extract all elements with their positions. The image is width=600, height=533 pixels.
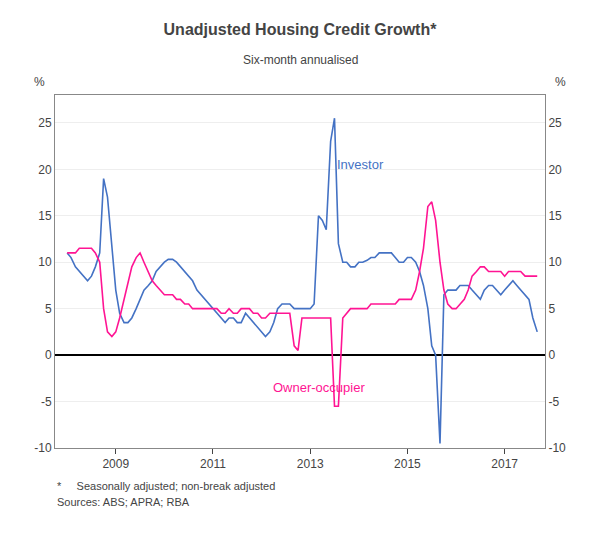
svg-text:%: % xyxy=(555,75,566,89)
svg-text:2009: 2009 xyxy=(102,457,129,471)
svg-text:Unadjusted Housing Credit Grow: Unadjusted Housing Credit Growth* xyxy=(164,21,438,38)
svg-text:Six-month annualised: Six-month annualised xyxy=(243,53,358,67)
svg-text:25: 25 xyxy=(548,116,562,130)
svg-text:15: 15 xyxy=(548,209,562,223)
svg-text:20: 20 xyxy=(38,163,52,177)
svg-text:25: 25 xyxy=(38,116,52,130)
svg-text:2013: 2013 xyxy=(297,457,324,471)
svg-text:5: 5 xyxy=(548,302,555,316)
svg-text:-10: -10 xyxy=(548,441,566,455)
svg-text:2011: 2011 xyxy=(200,457,226,471)
svg-text:15: 15 xyxy=(38,209,52,223)
svg-text:10: 10 xyxy=(548,255,562,269)
svg-text:Sources: ABS; APRA; RBA: Sources: ABS; APRA; RBA xyxy=(57,496,190,508)
svg-text:Owner-occupier: Owner-occupier xyxy=(273,380,365,395)
svg-text:5: 5 xyxy=(45,302,52,316)
svg-text:0: 0 xyxy=(45,348,52,362)
svg-text:Investor: Investor xyxy=(337,157,384,172)
svg-text:10: 10 xyxy=(38,255,52,269)
svg-text:-10: -10 xyxy=(34,441,52,455)
svg-text:* Seasonally adjusted; non: * Seasonally adjusted; non-break adjuste… xyxy=(57,480,275,492)
svg-text:-5: -5 xyxy=(548,395,559,409)
svg-text:2017: 2017 xyxy=(491,457,518,471)
svg-text:%: % xyxy=(34,75,45,89)
svg-text:2015: 2015 xyxy=(394,457,421,471)
svg-text:0: 0 xyxy=(548,348,555,362)
svg-text:-5: -5 xyxy=(41,395,52,409)
svg-text:20: 20 xyxy=(548,163,562,177)
